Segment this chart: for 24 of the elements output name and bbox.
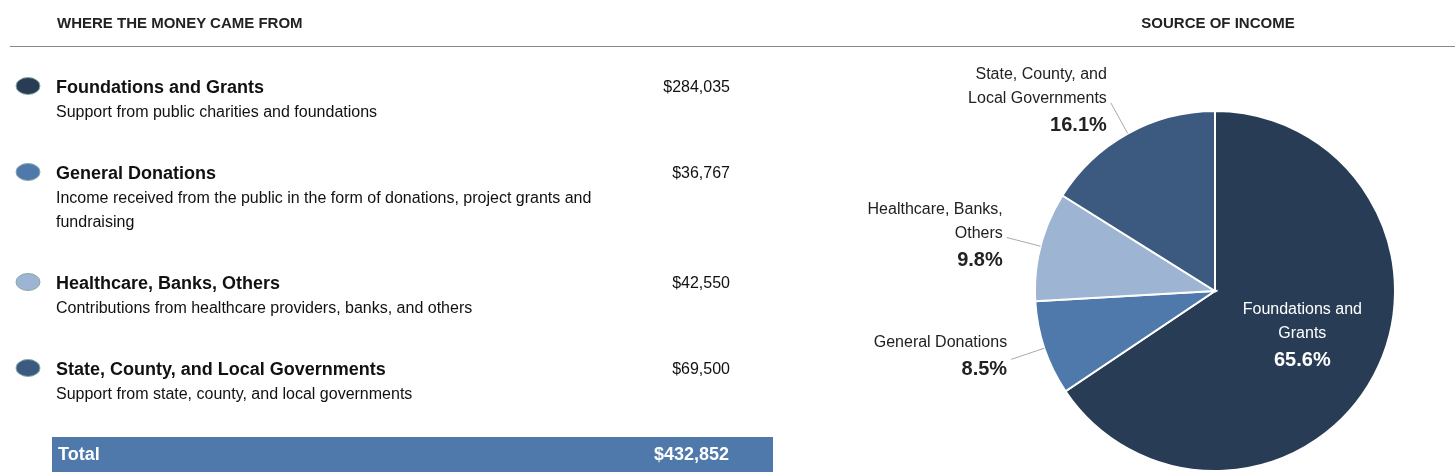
text: $432,852 xyxy=(653,444,729,464)
slice-label: State, County, and Local Governments xyxy=(968,64,1107,106)
slice-label: Healthcare, Banks, Others xyxy=(867,199,1003,241)
data-label: 9.8% xyxy=(957,247,1003,270)
category-label: Healthcare, Banks, Others xyxy=(56,273,281,293)
text: $42,550 xyxy=(672,274,730,291)
text: WHERE THE MONEY CAME FROM xyxy=(57,14,303,31)
text: Income received from the public in the form of donations, project grants and fundraising xyxy=(56,188,593,232)
text: Total xyxy=(58,444,100,464)
text: Support from state, county, and local governments xyxy=(56,384,414,404)
chart-title: SOURCE OF INCOME xyxy=(1140,14,1296,31)
text: Contributions from healthcare providers, banks, and others xyxy=(56,298,474,318)
data-label: 8.5% xyxy=(961,357,1008,380)
category-label: General Donations xyxy=(56,163,217,183)
data-label: 16.1% xyxy=(1050,112,1108,135)
category-label: State, County, and Local Governments xyxy=(56,359,386,379)
category-label: Foundations and Grants xyxy=(56,77,265,97)
text: $69,500 xyxy=(672,360,730,377)
data-label: 65.6% xyxy=(1273,347,1331,370)
text: $36,767 xyxy=(672,164,730,181)
slice-label: General Donations xyxy=(873,333,1008,351)
text: Support from public charities and foundations xyxy=(56,102,379,122)
text: $284,035 xyxy=(663,78,730,95)
slice-label: Foundations and Grants xyxy=(1242,299,1362,341)
